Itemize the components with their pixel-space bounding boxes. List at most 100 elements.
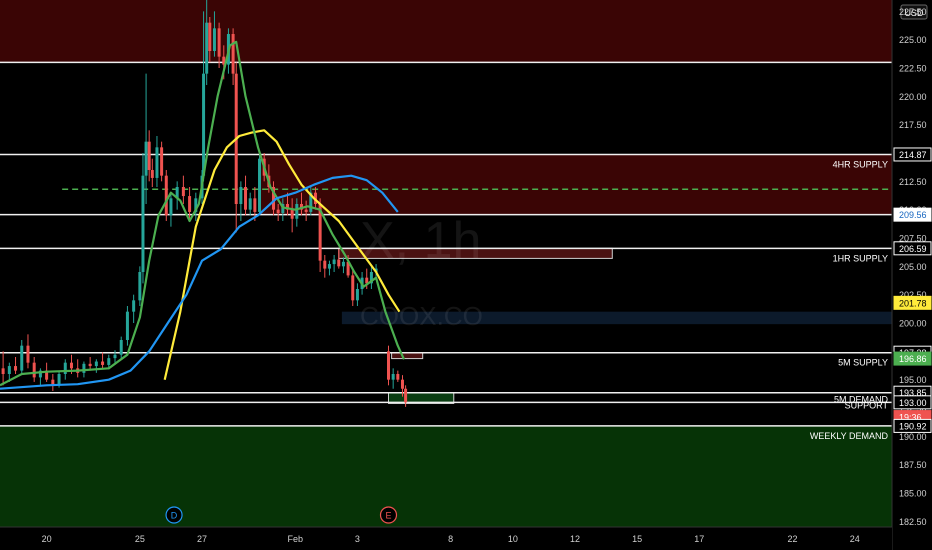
candle-body-1 <box>1 368 5 374</box>
x-tick-1: 20 <box>42 534 52 544</box>
x-tick-10: 17 <box>694 534 704 544</box>
candle-body-48 <box>248 198 252 210</box>
price-label-box-8 <box>893 395 932 410</box>
candle-body-15 <box>88 363 92 367</box>
y-tick-2: 225.00 <box>899 35 927 45</box>
candle-body-66 <box>332 259 336 265</box>
candle-body-12 <box>69 362 73 369</box>
candle-body-10 <box>57 374 61 385</box>
candle-body-64 <box>323 260 327 269</box>
zones-layer <box>0 0 892 527</box>
candle-body-65 <box>327 264 331 269</box>
price-label-box-6 <box>893 351 932 366</box>
price-labels-layer: 214.87209.56206.59201.78197.38196.86193.… <box>893 147 932 433</box>
candle-body-24 <box>141 175 145 272</box>
candle-body-4 <box>20 345 24 371</box>
price-label-box-1 <box>893 147 932 162</box>
candle-body-57 <box>290 209 294 219</box>
candle-body-69 <box>346 261 350 276</box>
candle-body-19 <box>113 354 117 359</box>
candle-body-30 <box>164 175 168 216</box>
candle-body-79 <box>400 379 404 389</box>
candle-body-11 <box>63 362 67 374</box>
event-marker-2 <box>379 506 398 524</box>
candle-body-2 <box>7 366 11 374</box>
x-tick-12: 24 <box>850 534 860 544</box>
price-label-1: 214.87 <box>899 150 927 160</box>
price-label-box-4 <box>893 295 932 310</box>
y-tick-16: 190.00 <box>899 432 927 442</box>
candle-body-55 <box>281 204 285 214</box>
time-axis[interactable]: 20 25 27 Feb 3 8 10 12 15 17 22 24 <box>0 526 892 550</box>
level-label-4: 1HR SUPPLY <box>833 253 888 263</box>
candle-body-9 <box>51 379 55 385</box>
level-label-8: WEEKLY DEMAND <box>810 431 889 441</box>
candle-body-50 <box>258 158 262 212</box>
candle-body-67 <box>337 259 341 267</box>
y-tick-1: 227.50 <box>899 7 927 17</box>
level-label-2: 4HR SUPPLY <box>833 159 888 169</box>
ma-blue-line <box>0 174 399 390</box>
candle-body-42 <box>222 56 226 65</box>
level-label-5: 5M SUPPLY <box>838 358 888 368</box>
price-label-box-3 <box>893 241 932 256</box>
candle-body-37 <box>202 73 206 176</box>
candle-body-29 <box>160 147 164 176</box>
currency-badge <box>900 4 928 20</box>
candle-body-78 <box>396 374 400 380</box>
price-label-3: 206.59 <box>899 244 927 254</box>
y-tick-12: 200.00 <box>899 319 927 329</box>
candle-body-38 <box>205 22 209 74</box>
candle-body-23 <box>138 272 142 301</box>
price-label-10: 190.92 <box>899 421 927 431</box>
candle-body-46 <box>239 187 243 204</box>
candle-body-34 <box>188 196 192 212</box>
candle-body-80 <box>404 388 408 403</box>
watermark-layer: X, 1h COOX.CO <box>360 212 483 331</box>
price-label-8: 193.00 <box>899 398 927 408</box>
zone-1 <box>0 0 892 63</box>
price-label-4: 201.78 <box>899 298 927 308</box>
y-tick-14: 195.00 <box>899 375 927 385</box>
event-marker-label-1: D <box>171 511 178 521</box>
candle-body-8 <box>45 370 49 380</box>
candle-body-17 <box>101 361 105 365</box>
candle-body-35 <box>194 198 198 212</box>
x-tick-5: 3 <box>355 534 360 544</box>
watermark-subtext: COOX.CO <box>360 301 483 331</box>
price-axis-background <box>892 0 932 550</box>
candle-body-59 <box>299 204 303 210</box>
x-tick-9: 15 <box>632 534 642 544</box>
candle-body-77 <box>391 374 395 380</box>
watermark-text: X, 1h <box>360 212 481 270</box>
candle-body-22 <box>132 300 136 312</box>
x-tick-11: 22 <box>788 534 798 544</box>
price-label-2: 209.56 <box>899 210 927 220</box>
x-tick-2: 25 <box>135 534 145 544</box>
level-label-7: SUPPORT <box>845 400 889 410</box>
y-tick-5: 217.50 <box>899 120 927 130</box>
candle-body-7 <box>38 370 42 378</box>
y-tick-3: 222.50 <box>899 64 927 74</box>
price-label-9: 19:36 <box>899 413 922 423</box>
candle-body-39 <box>208 22 212 51</box>
zone-2 <box>261 154 892 215</box>
candle-body-76 <box>387 351 391 380</box>
x-tick-3: 27 <box>197 534 207 544</box>
candle-body-21 <box>125 311 129 340</box>
candle-body-47 <box>244 187 248 210</box>
x-tick-4: Feb <box>288 534 304 544</box>
candle-body-28 <box>155 147 159 178</box>
candle-body-26 <box>147 141 151 170</box>
candle-body-70 <box>351 275 355 301</box>
price-axis[interactable]: USD 227.50225.00222.50220.00217.50215.00… <box>891 0 932 550</box>
x-tick-8: 12 <box>570 534 580 544</box>
candle-body-73 <box>365 277 369 284</box>
candle-body-31 <box>169 198 173 216</box>
candle-body-71 <box>355 289 359 301</box>
candle-body-44 <box>231 34 235 74</box>
candle-body-33 <box>181 187 185 197</box>
candle-body-54 <box>276 209 280 214</box>
event-marker-label-2: E <box>385 511 391 521</box>
